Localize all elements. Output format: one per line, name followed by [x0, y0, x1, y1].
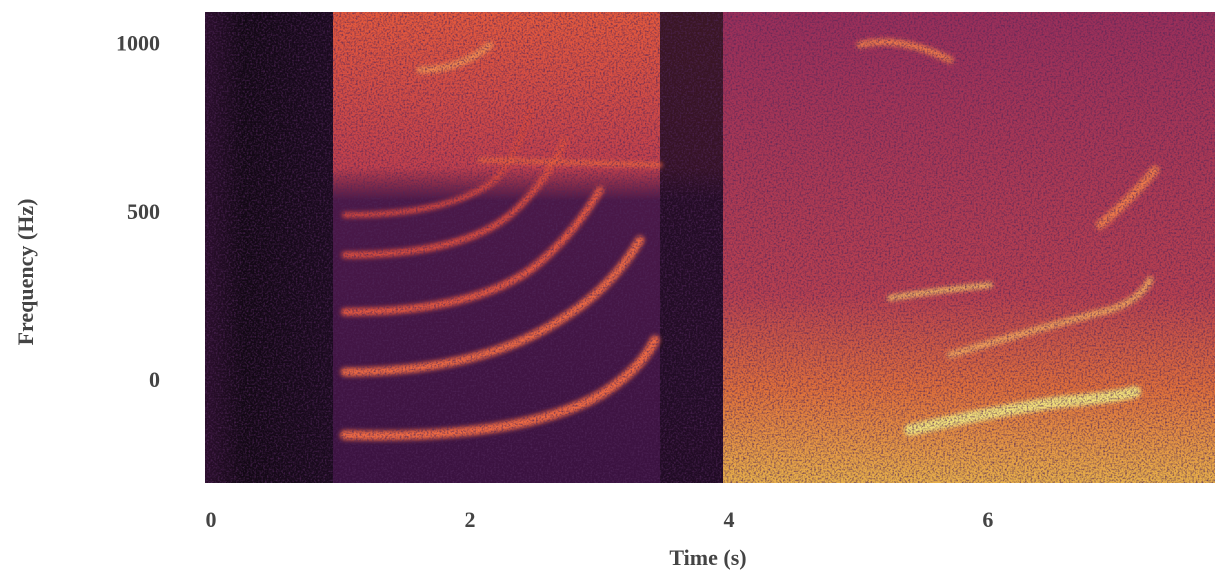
x-tick-label: 4	[723, 507, 734, 532]
x-tick-label: 2	[464, 507, 475, 532]
spectrogram-noise	[205, 12, 1215, 483]
y-tick-label: 0	[149, 367, 160, 392]
y-tick-label: 500	[127, 199, 160, 224]
x-tick-label: 0	[206, 507, 217, 532]
y-axis-label: Frequency (Hz)	[13, 199, 38, 346]
x-axis-label: Time (s)	[669, 545, 746, 570]
spectrogram	[205, 12, 1215, 483]
y-tick-label: 1000	[116, 31, 160, 56]
x-tick-label: 6	[982, 507, 993, 532]
